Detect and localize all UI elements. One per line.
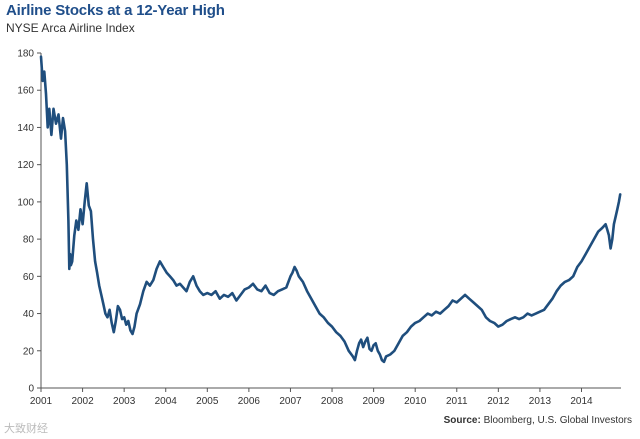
x-tick-label: 2002 xyxy=(71,396,94,407)
x-tick-label: 2010 xyxy=(404,396,427,407)
y-tick-label: 180 xyxy=(17,49,34,60)
x-tick-label: 2013 xyxy=(529,396,552,407)
y-tick-label: 140 xyxy=(17,123,34,134)
source-label: Source: xyxy=(443,415,481,426)
x-tick-label: 2012 xyxy=(487,396,510,407)
watermark: 大致财经 xyxy=(4,422,48,435)
x-tick-label: 2003 xyxy=(113,396,136,407)
source-text: Bloomberg, U.S. Global Investors xyxy=(480,415,632,426)
x-axis: 2001 2002 2003 2004 2005 2006 2007 2008 2009 2010… xyxy=(30,387,621,407)
chart-subtitle: NYSE Arca Airline Index xyxy=(6,21,135,35)
x-tick-label: 2004 xyxy=(155,396,178,407)
x-tick-label: 2014 xyxy=(570,396,593,407)
x-tick-label: 2006 xyxy=(238,396,261,407)
y-tick-label: 160 xyxy=(17,86,34,97)
x-tick-label: 2007 xyxy=(279,396,302,407)
x-tick-label: 2001 xyxy=(30,396,53,407)
series-line xyxy=(39,55,622,364)
x-tick-label: 2009 xyxy=(362,396,385,407)
y-tick-label: 60 xyxy=(23,272,35,283)
y-tick-label: 20 xyxy=(23,346,35,357)
y-tick-label: 100 xyxy=(17,197,34,208)
chart-title: Airline Stocks at a 12-Year High xyxy=(6,2,225,19)
y-tick-label: 0 xyxy=(28,384,34,395)
y-tick-label: 80 xyxy=(23,235,35,246)
y-tick-label: 120 xyxy=(17,160,34,171)
y-axis: 0 20 40 60 80 100 120 140 160 180 xyxy=(17,49,42,395)
plot-area xyxy=(39,55,622,364)
x-tick-label: 2005 xyxy=(196,396,219,407)
source-note: Source: Bloomberg, U.S. Global Investors xyxy=(444,415,632,426)
x-tick-label: 2011 xyxy=(446,396,468,407)
y-tick-label: 40 xyxy=(23,309,35,320)
x-tick-label: 2008 xyxy=(321,396,344,407)
